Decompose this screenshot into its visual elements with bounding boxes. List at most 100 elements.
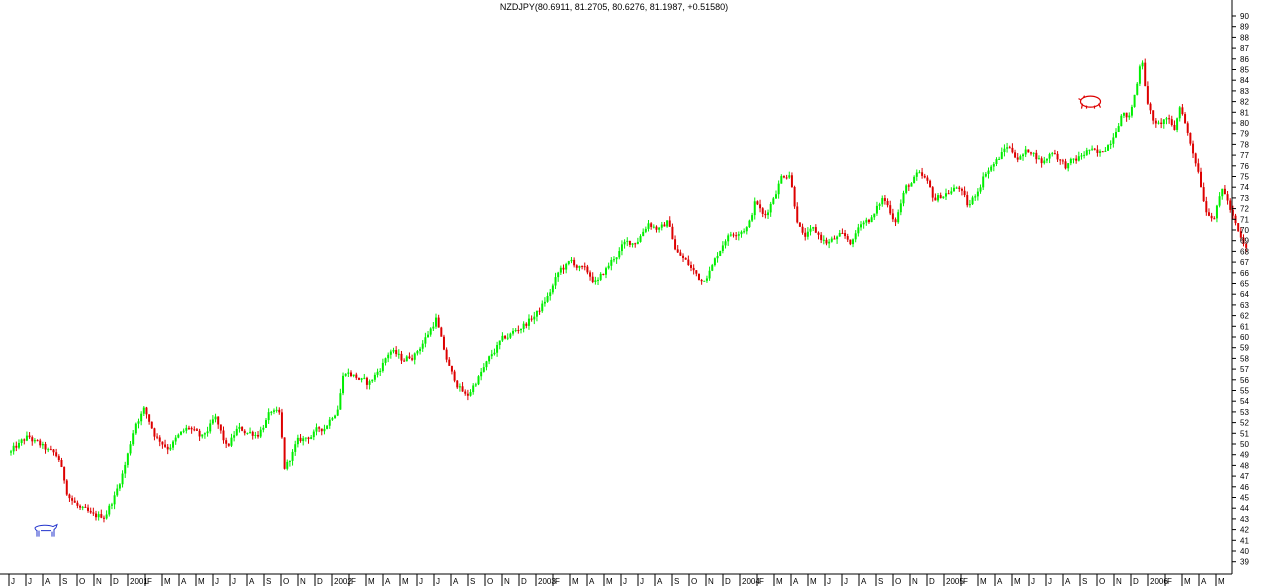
y-tick-label: 53 — [1240, 408, 1249, 417]
candle-up — [326, 425, 329, 429]
candle-up — [535, 310, 538, 317]
candle-down — [461, 386, 464, 392]
candle-up — [830, 238, 833, 242]
candle-up — [1130, 106, 1133, 116]
candle-up — [955, 187, 958, 189]
candle-up — [703, 280, 706, 282]
candle-down — [889, 205, 892, 214]
candle-up — [554, 277, 557, 286]
candle-down — [280, 412, 283, 438]
candle-down — [156, 436, 159, 438]
x-tick-label: J — [436, 577, 440, 586]
candle-up — [490, 354, 493, 357]
candle-down — [164, 444, 167, 447]
candle-up — [950, 191, 953, 194]
candle-up — [822, 239, 825, 241]
candle-up — [971, 197, 974, 205]
candle-up — [1067, 163, 1070, 169]
candle-down — [1213, 218, 1216, 220]
candle-up — [716, 255, 719, 259]
candle-up — [557, 272, 560, 278]
candle-up — [249, 431, 252, 433]
candle-up — [265, 420, 267, 428]
candle-up — [1176, 118, 1179, 130]
candle-up — [1077, 156, 1080, 161]
candle-down — [1168, 118, 1171, 120]
candle-down — [225, 440, 228, 444]
candle-down — [891, 213, 894, 220]
y-tick-label: 42 — [1240, 526, 1249, 535]
candle-up — [310, 437, 313, 439]
candle-down — [804, 232, 807, 237]
candle-down — [825, 239, 828, 244]
candle-up — [559, 267, 562, 273]
candle-down — [732, 234, 735, 236]
y-tick-label: 67 — [1240, 258, 1249, 267]
candle-up — [1165, 118, 1168, 120]
candle-up — [288, 460, 291, 462]
candle-up — [368, 381, 371, 385]
candle-up — [597, 279, 600, 281]
y-tick-label: 47 — [1240, 472, 1249, 481]
y-tick-label: 41 — [1240, 536, 1249, 545]
candle-down — [1223, 188, 1226, 195]
x-tick-label: F — [351, 577, 356, 586]
candle-up — [990, 166, 993, 171]
candle-up — [458, 386, 461, 388]
candle-up — [910, 183, 913, 187]
x-tick-label: O — [895, 577, 901, 586]
y-tick-label: 84 — [1240, 76, 1249, 85]
candle-down — [440, 327, 443, 337]
candle-down — [68, 494, 71, 499]
candle-up — [620, 244, 623, 252]
candle-down — [562, 267, 565, 270]
candle-down — [1184, 114, 1187, 124]
candle-up — [812, 227, 815, 229]
y-tick-label: 57 — [1240, 365, 1249, 374]
candle-up — [413, 353, 416, 360]
candle-up — [865, 219, 868, 223]
candle-up — [1221, 188, 1224, 197]
candle-down — [1149, 103, 1152, 111]
x-tick-label: D — [521, 577, 527, 586]
candle-up — [20, 439, 23, 443]
candle-up — [1141, 62, 1144, 67]
candle-up — [286, 461, 289, 469]
candle-down — [251, 431, 254, 436]
candle-down — [87, 507, 90, 511]
candle-up — [968, 204, 971, 206]
candle-down — [187, 427, 190, 429]
x-tick-label: S — [1082, 577, 1087, 586]
candle-down — [1231, 209, 1234, 216]
x-tick-label: N — [1116, 577, 1122, 586]
y-tick-label: 88 — [1240, 33, 1249, 42]
candle-down — [759, 204, 762, 209]
candle-up — [272, 410, 275, 412]
candles — [10, 58, 1248, 523]
candle-up — [711, 265, 714, 271]
candle-up — [543, 301, 546, 304]
candle-down — [589, 272, 592, 277]
candle-down — [357, 377, 360, 380]
candle-up — [881, 198, 884, 205]
candle-down — [586, 266, 589, 273]
candle-down — [923, 175, 926, 178]
candle-down — [844, 233, 847, 237]
candle-up — [211, 419, 214, 424]
candle-up — [140, 413, 143, 422]
candle-up — [982, 176, 985, 188]
candle-down — [926, 177, 929, 181]
candle-up — [1022, 154, 1025, 157]
candle-up — [201, 434, 204, 437]
candle-down — [655, 226, 658, 230]
candle-up — [169, 447, 172, 450]
candle-down — [283, 437, 286, 469]
candle-down — [1016, 157, 1019, 160]
candle-down — [84, 506, 87, 508]
x-tick-label: O — [79, 577, 85, 586]
candle-up — [1122, 112, 1125, 116]
candle-up — [599, 273, 602, 280]
candle-up — [549, 292, 552, 296]
candle-down — [450, 365, 453, 372]
x-tick-label: N — [300, 577, 306, 586]
